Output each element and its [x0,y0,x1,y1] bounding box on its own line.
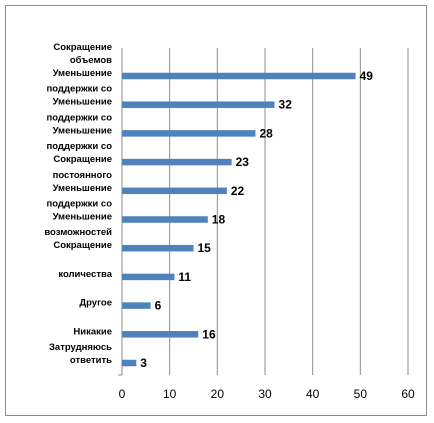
x-tick-label: 50 [354,387,368,401]
bar [122,130,256,137]
bar [122,273,175,281]
data-label: 3 [140,356,147,370]
category-labels: Сокращение объемов Уменьшение поддержки со У… [44,42,112,366]
x-tick-label: 0 [119,387,126,401]
category-label: Уменьшение [53,97,112,108]
x-tick-label: 60 [401,387,415,401]
data-label: 22 [231,184,245,198]
category-label: Сокращение [53,42,112,53]
data-label: 15 [198,241,212,255]
category-label: ответить [70,355,112,366]
bar [122,331,199,338]
bar [122,158,232,166]
bar [122,187,227,195]
data-label: 18 [212,213,226,227]
data-label: 49 [360,69,374,83]
category-label: постоянного [53,170,113,181]
category-label: Уменьшение [53,183,112,194]
bar [122,302,151,309]
category-label: Сокращение [53,154,112,165]
category-label: объемов [70,55,112,66]
x-tick-label: 30 [258,387,272,401]
category-label: Уменьшение [53,212,112,223]
category-label: возможностей [44,227,112,238]
category-label: поддержки со [47,84,113,95]
data-label: 6 [155,299,162,313]
category-label: Уменьшение [53,68,112,79]
category-label: Никакие [73,326,112,337]
data-label: 11 [178,270,191,284]
x-tick-label: 20 [211,387,225,401]
data-label: 23 [236,155,250,169]
category-label: поддержки со [47,141,113,152]
x-tick-labels: 0 10 20 30 40 50 60 [119,387,415,401]
category-label: Сокращение [53,240,112,251]
category-label: поддержки со [47,199,113,210]
bar [122,216,208,223]
category-label: Затрудняюсь [49,342,112,353]
gridlines [118,48,409,376]
bar [122,244,194,252]
category-label: количества [58,269,112,280]
category-label: Другое [79,298,112,309]
bar [122,72,356,80]
data-label: 28 [259,126,273,140]
x-tick-label: 40 [306,387,320,401]
data-label: 32 [279,98,293,112]
x-tick-label: 10 [163,387,177,401]
bars [122,72,356,367]
category-label: поддержки со [47,112,113,123]
data-label: 16 [202,327,216,341]
bar [122,359,137,367]
category-label: Уменьшение [53,125,112,136]
bar [122,101,275,108]
